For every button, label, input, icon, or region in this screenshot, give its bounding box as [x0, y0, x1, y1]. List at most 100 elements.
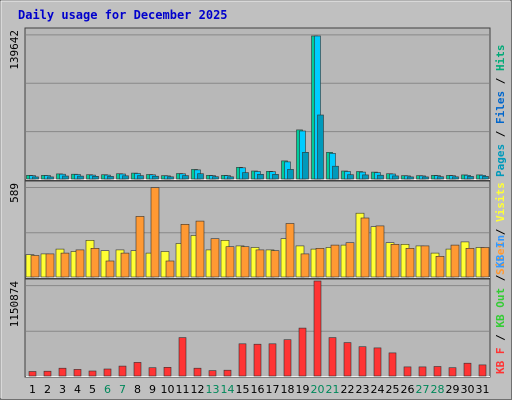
bar-kb-f — [58, 367, 67, 377]
bar-sites — [135, 216, 145, 278]
bar-kb-f — [448, 367, 457, 377]
bar-pages — [77, 175, 84, 180]
bar-kb-f — [103, 368, 112, 377]
legend: Sites / Visits — [494, 182, 507, 275]
bar-pages — [182, 175, 189, 180]
bar-kb-f — [388, 352, 397, 377]
bar-sites — [105, 260, 115, 278]
legend-separator: / — [494, 328, 507, 348]
bar-sites — [150, 187, 160, 278]
bar-pages — [242, 172, 249, 180]
day-label: 1 — [29, 383, 36, 396]
bar-kb-f — [148, 367, 157, 377]
bar-sites — [435, 255, 445, 278]
legend-item: KB Out — [494, 288, 507, 328]
bar-kb-f — [403, 366, 412, 377]
bar-pages — [257, 174, 264, 180]
bar-kb-f — [268, 343, 277, 377]
bar-sites — [270, 250, 280, 278]
day-label: 7 — [119, 383, 126, 396]
day-label: 5 — [89, 383, 96, 396]
legend-separator: / — [494, 124, 507, 144]
bar-pages — [377, 174, 384, 180]
day-label: 24 — [371, 383, 385, 396]
bar-sites — [120, 252, 130, 278]
legend: Pages / Files / Hits — [494, 45, 507, 178]
bar-kb-f — [433, 366, 442, 377]
day-labels: 1 2 3 4 5 6 7 8 9 10 11 12 13 14 15 16 17 18 19 20 21 22 23 24 2… — [29, 383, 490, 396]
day-label: 4 — [74, 383, 81, 396]
bar-kb-f — [163, 366, 172, 377]
day-label: 30 — [461, 383, 475, 396]
bar-kb-f — [223, 369, 232, 377]
bar-sites — [45, 253, 55, 278]
bar-sites — [315, 248, 325, 278]
day-label: 16 — [251, 383, 265, 396]
bar-kb-f — [283, 339, 292, 377]
bar-sites — [30, 255, 40, 278]
bar-kb-f — [253, 343, 262, 377]
legend: KB F / KB Out / KB In — [494, 235, 507, 374]
bar-pages — [122, 175, 129, 180]
day-label: 23 — [356, 383, 370, 396]
y-max-label: 1150874 — [8, 281, 21, 328]
bar-pages — [152, 175, 159, 180]
day-label: 28 — [431, 383, 445, 396]
bar-kb-f — [328, 337, 337, 377]
bar-sites — [195, 220, 205, 278]
day-label: 29 — [446, 383, 460, 396]
bar-sites — [330, 244, 340, 278]
bar-pages — [212, 176, 219, 180]
day-label: 10 — [161, 383, 175, 396]
bar-pages — [407, 176, 414, 180]
bar-sites — [60, 252, 70, 278]
bar-pages — [332, 165, 339, 180]
bar-sites — [375, 225, 385, 278]
day-label: 26 — [401, 383, 415, 396]
bar-kb-f — [373, 347, 382, 377]
bar-kb-f — [313, 280, 322, 377]
day-label: 2 — [44, 383, 51, 396]
bar-pages — [392, 175, 399, 180]
legend-separator: / — [494, 222, 507, 242]
bar-pages — [302, 152, 309, 180]
day-label: 18 — [281, 383, 295, 396]
bar-kb-f — [343, 342, 352, 377]
bar-sites — [210, 238, 220, 278]
bar-sites — [465, 248, 475, 278]
bar-sites — [300, 253, 310, 278]
bar-pages — [317, 114, 324, 180]
bar-kb-f — [358, 346, 367, 377]
y-max-label: 139642 — [8, 30, 21, 70]
panels: 139642 Pages / Files / Hits 589 Sites / Vis… — [8, 27, 507, 378]
bar-pages — [452, 176, 459, 180]
legend-separator: / — [494, 71, 507, 91]
legend-item: Visits — [494, 182, 507, 222]
bar-kb-f — [43, 370, 52, 377]
day-label: 19 — [296, 383, 310, 396]
bar-sites — [255, 249, 265, 278]
bar-pages — [197, 173, 204, 180]
bar-sites — [450, 244, 460, 278]
bar-sites — [90, 248, 100, 278]
bar-pages — [422, 176, 429, 180]
bar-pages — [92, 176, 99, 180]
bar-sites — [165, 260, 175, 278]
bar-kb-f — [118, 365, 127, 377]
bar-kb-f — [208, 370, 217, 377]
bar-pages — [227, 176, 234, 180]
bar-kb-f — [73, 369, 82, 377]
day-label: 17 — [266, 383, 280, 396]
bar-pages — [137, 175, 144, 180]
day-label: 3 — [59, 383, 66, 396]
bar-pages — [287, 169, 294, 180]
bar-sites — [285, 223, 295, 278]
panel-kbytes: 1150874 KB F / KB Out / KB In — [8, 235, 507, 378]
day-label: 14 — [221, 383, 235, 396]
bar-pages — [167, 176, 174, 180]
bar-sites — [480, 247, 490, 278]
bar-pages — [272, 174, 279, 180]
bar-kb-f — [28, 371, 37, 377]
legend-item: Pages — [494, 144, 507, 177]
